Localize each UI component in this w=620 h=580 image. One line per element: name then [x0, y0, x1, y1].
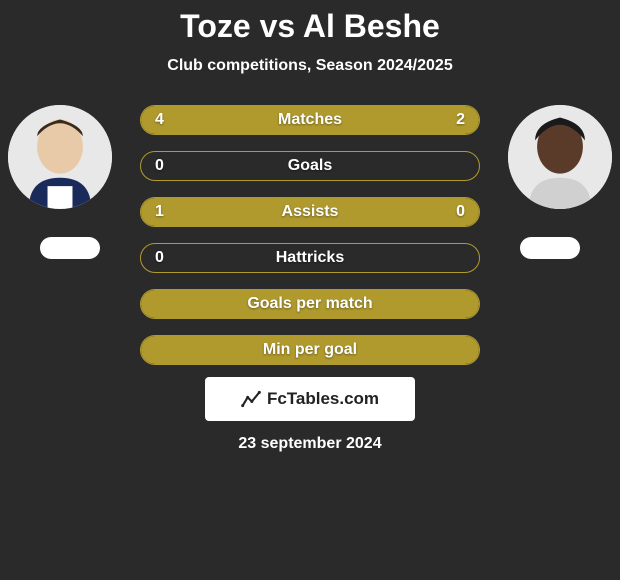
stat-value-left: 0: [155, 157, 164, 175]
stat-value-left: 4: [155, 111, 164, 129]
stat-value-left: 0: [155, 249, 164, 267]
stat-value-right: 2: [456, 111, 465, 129]
player-right-avatar: [508, 105, 612, 209]
stat-label: Assists: [282, 203, 339, 221]
player-left-badge: [40, 237, 100, 259]
stat-row: Goals per match: [140, 289, 480, 319]
avatar-left-svg: [8, 105, 112, 209]
main-area: 4 2 Matches 0 Goals 1 0 Assists 0 Hattricks Goals …: [0, 105, 620, 365]
stat-label: Hattricks: [276, 249, 344, 267]
stat-value-right: 0: [456, 203, 465, 221]
stat-label: Matches: [278, 111, 342, 129]
stat-row: 0 Goals: [140, 151, 480, 181]
stat-value-left: 1: [155, 203, 164, 221]
comparison-card: Toze vs Al Beshe Club competitions, Seas…: [0, 0, 620, 580]
stat-rows: 4 2 Matches 0 Goals 1 0 Assists 0 Hattricks Goals …: [140, 105, 480, 365]
chart-icon: [241, 389, 261, 409]
stat-row: 1 0 Assists: [140, 197, 480, 227]
stat-label: Goals per match: [247, 295, 372, 313]
brand-badge[interactable]: FcTables.com: [205, 377, 415, 421]
stat-row: 4 2 Matches: [140, 105, 480, 135]
brand-text: FcTables.com: [267, 389, 379, 409]
subtitle: Club competitions, Season 2024/2025: [167, 57, 452, 75]
stat-label: Goals: [288, 157, 332, 175]
stat-label: Min per goal: [263, 341, 357, 359]
player-right-badge: [520, 237, 580, 259]
stat-row: 0 Hattricks: [140, 243, 480, 273]
date-text: 23 september 2024: [238, 435, 381, 453]
avatar-right-svg: [508, 105, 612, 209]
stat-row: Min per goal: [140, 335, 480, 365]
page-title: Toze vs Al Beshe: [180, 8, 440, 45]
player-left-avatar: [8, 105, 112, 209]
